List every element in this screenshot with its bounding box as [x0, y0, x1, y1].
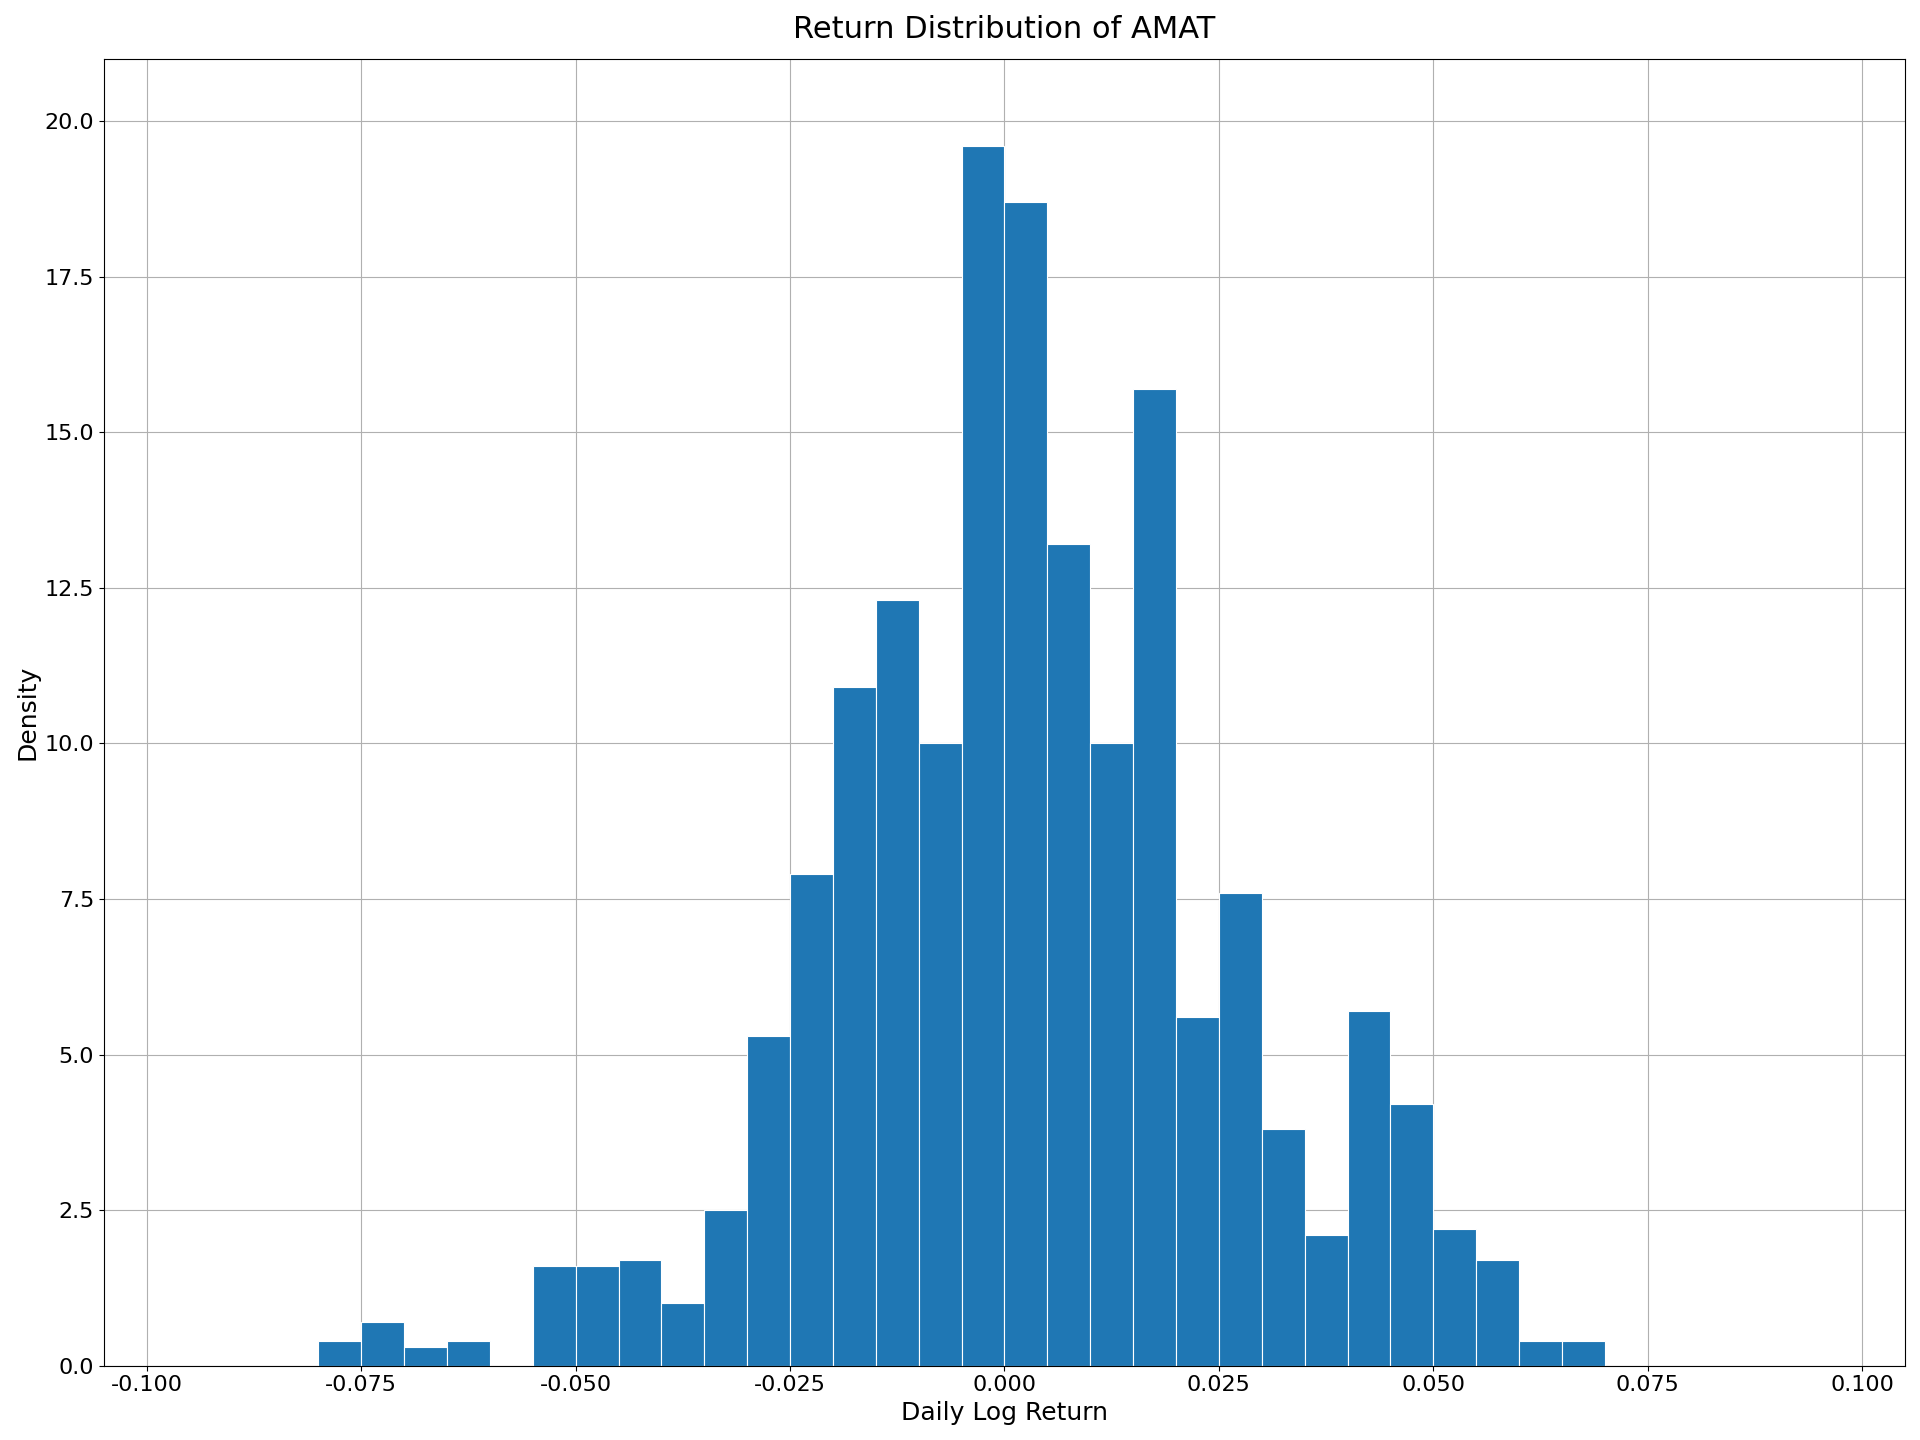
Bar — [447, 1341, 490, 1365]
Bar — [747, 1035, 789, 1365]
Bar — [403, 1346, 447, 1365]
Bar — [1046, 544, 1091, 1365]
Bar — [1175, 1017, 1219, 1365]
Bar — [532, 1266, 576, 1365]
Bar — [319, 1341, 361, 1365]
Bar — [789, 874, 833, 1365]
Bar — [576, 1266, 618, 1365]
Bar — [361, 1322, 403, 1365]
X-axis label: Daily Log Return: Daily Log Return — [900, 1401, 1108, 1426]
Title: Return Distribution of AMAT: Return Distribution of AMAT — [793, 14, 1215, 45]
Bar — [833, 687, 876, 1365]
Bar — [962, 145, 1004, 1365]
Bar — [1091, 743, 1133, 1365]
Bar — [1476, 1260, 1519, 1365]
Bar — [660, 1303, 705, 1365]
Bar — [705, 1210, 747, 1365]
Bar — [1348, 1011, 1390, 1365]
Bar — [1519, 1341, 1563, 1365]
Bar — [1133, 389, 1175, 1365]
Bar — [1390, 1104, 1434, 1365]
Bar — [1304, 1236, 1348, 1365]
Bar — [876, 600, 918, 1365]
Bar — [1261, 1129, 1304, 1365]
Bar — [1434, 1228, 1476, 1365]
Bar — [618, 1260, 660, 1365]
Bar — [1563, 1341, 1605, 1365]
Bar — [1219, 893, 1261, 1365]
Bar — [918, 743, 962, 1365]
Y-axis label: Density: Density — [15, 665, 38, 760]
Bar — [1004, 202, 1046, 1365]
